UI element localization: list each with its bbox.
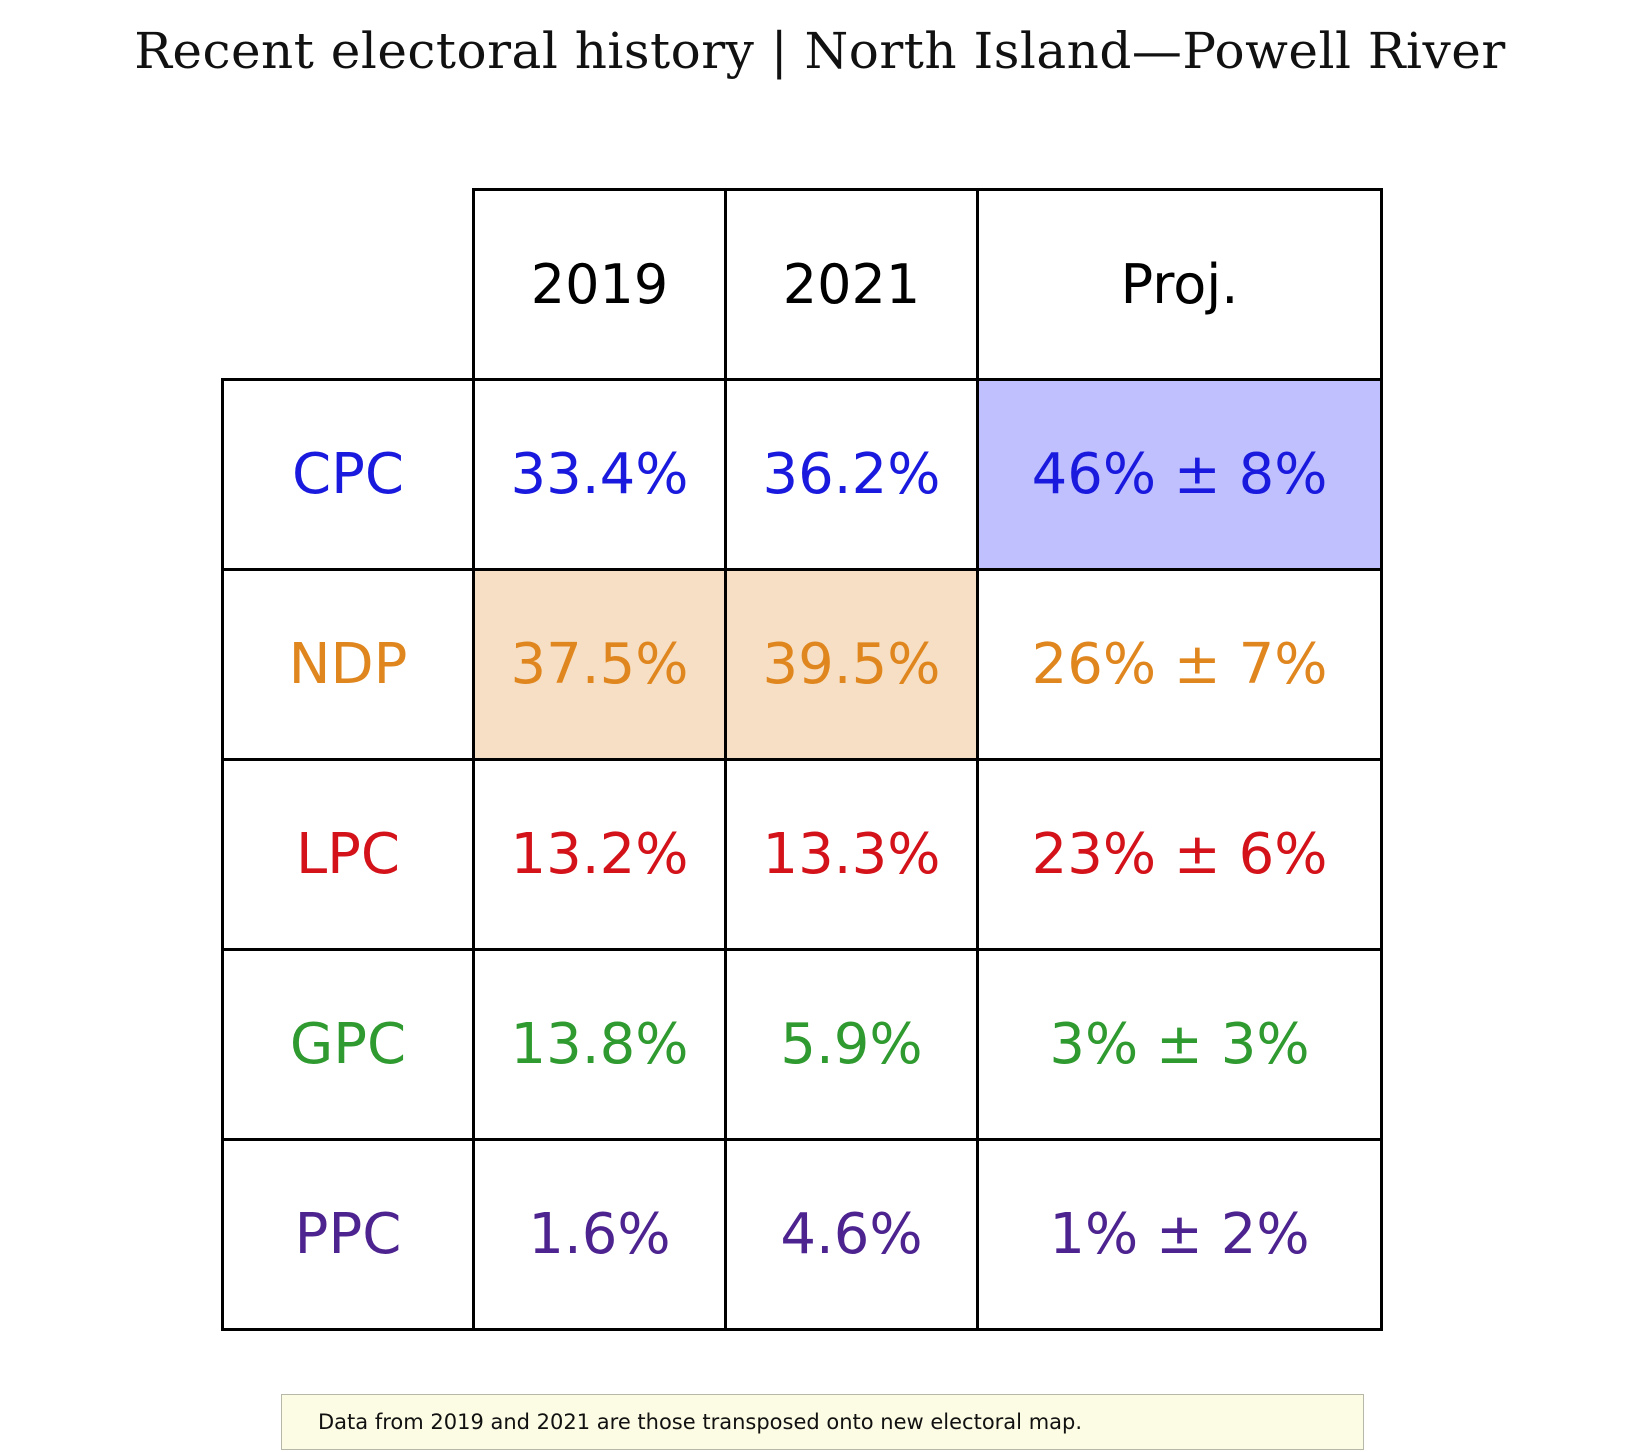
column-header-3: Proj. [976, 188, 1383, 381]
value-cell-ppc-3: 1% ± 2% [976, 1138, 1383, 1331]
value-cell-ndp-3: 26% ± 7% [976, 568, 1383, 761]
party-label-lpc: LPC [221, 758, 475, 951]
page-title: Recent electoral history | North Island—… [134, 22, 1506, 80]
value-cell-ppc-2: 4.6% [724, 1138, 979, 1331]
value-cell-gpc-2: 5.9% [724, 948, 979, 1141]
value-cell-ppc-1: 1.6% [472, 1138, 727, 1331]
value-cell-cpc-1: 33.4% [472, 378, 727, 571]
value-cell-lpc-2: 13.3% [724, 758, 979, 951]
value-cell-ndp-2: 39.5% [724, 568, 979, 761]
value-cell-gpc-1: 13.8% [472, 948, 727, 1141]
column-header-2: 2021 [724, 188, 979, 381]
footnote: Data from 2019 and 2021 are those transp… [281, 1394, 1364, 1450]
party-label-gpc: GPC [221, 948, 475, 1141]
value-cell-cpc-3: 46% ± 8% [976, 378, 1383, 571]
value-cell-cpc-2: 36.2% [724, 378, 979, 571]
party-label-ndp: NDP [221, 568, 475, 761]
value-cell-lpc-1: 13.2% [472, 758, 727, 951]
value-cell-gpc-3: 3% ± 3% [976, 948, 1383, 1141]
party-label-cpc: CPC [221, 378, 475, 571]
value-cell-ndp-1: 37.5% [472, 568, 727, 761]
party-label-ppc: PPC [221, 1138, 475, 1331]
column-header-1: 2019 [472, 188, 727, 381]
value-cell-lpc-3: 23% ± 6% [976, 758, 1383, 951]
